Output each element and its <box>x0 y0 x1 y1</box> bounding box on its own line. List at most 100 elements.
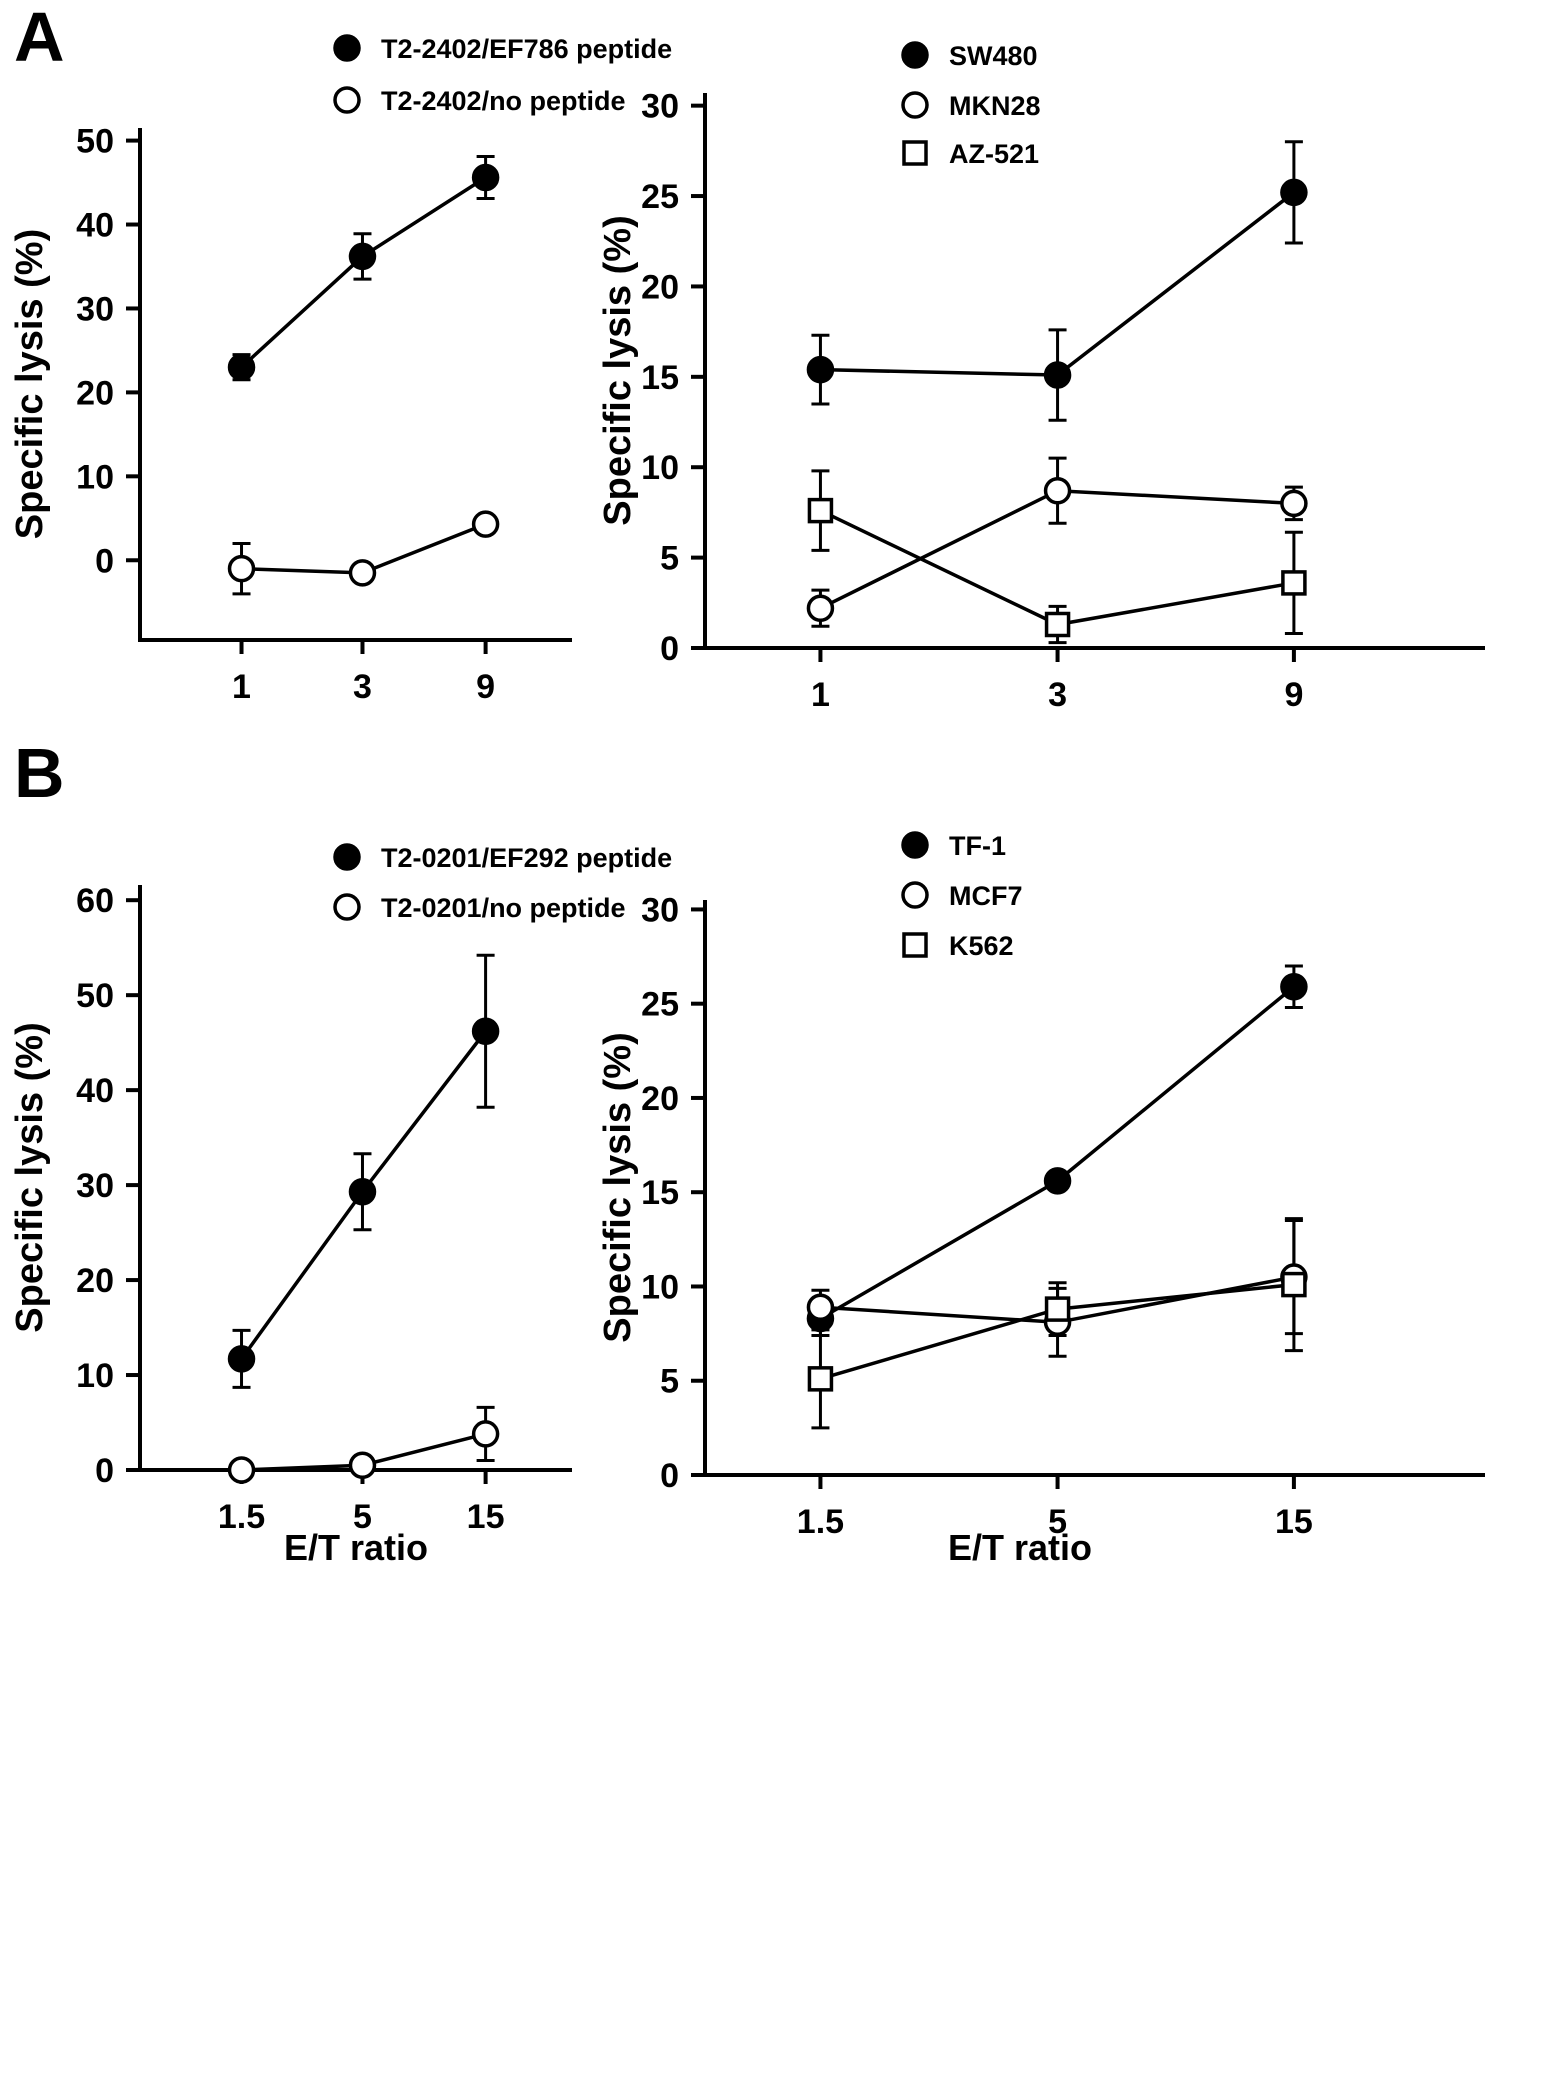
y-axis-title: Specific lysis (%) <box>600 1032 639 1342</box>
legend-marker-filled-circle <box>901 831 929 859</box>
y-tick-label: 20 <box>76 374 114 412</box>
legend-label: TF-1 <box>949 831 1006 861</box>
legend-marker-open-square <box>902 140 928 166</box>
legend-label: SW480 <box>949 41 1038 71</box>
legend-marker-open-circle <box>333 86 361 114</box>
y-axis-title: Specific lysis (%) <box>9 1022 51 1332</box>
y-tick-label: 5 <box>660 1363 679 1401</box>
legend-marker-open-square <box>902 932 928 958</box>
data-point-filled-circle <box>227 353 256 381</box>
x-tick-label: 15 <box>467 1498 505 1536</box>
x-tick-label: 1.5 <box>218 1498 265 1536</box>
data-point-filled-circle <box>1280 972 1308 1001</box>
y-tick-label: 15 <box>641 359 679 397</box>
chart-a-right: 0 5 10 15 20 25 30 1 3 9 Specific lysis (%) SW480 MK… <box>600 41 1485 714</box>
data-point-filled-circle <box>806 355 835 384</box>
y-tick-label: 5 <box>660 540 679 578</box>
legend-label: MKN28 <box>949 91 1041 121</box>
y-tick-label: 20 <box>641 1080 679 1118</box>
y-tick-label: 40 <box>76 207 114 245</box>
y-tick-label: 10 <box>76 1357 114 1395</box>
y-tick-label: 20 <box>76 1262 114 1300</box>
data-point-open-circle <box>806 594 835 622</box>
legend-marker-filled-circle <box>901 41 929 69</box>
data-point-open-circle <box>471 1420 500 1448</box>
chart-b-left: 0 10 20 30 40 50 60 1.5 5 15 Specific lysis (%) E/T… <box>9 843 672 1568</box>
data-point-open-circle <box>1280 489 1308 518</box>
data-point-open-circle <box>1043 476 1072 505</box>
y-axis-title: Specific lysis (%) <box>600 215 639 525</box>
legend-marker-open-circle <box>901 91 929 119</box>
y-tick-label: 0 <box>95 542 114 580</box>
y-tick-label: 25 <box>641 178 679 216</box>
series-line <box>819 985 1296 1321</box>
y-tick-label: 60 <box>76 882 114 920</box>
y-tick-label: 15 <box>641 1174 679 1212</box>
legend-marker-open-circle <box>333 893 361 921</box>
data-point-filled-circle <box>1043 1167 1072 1195</box>
y-tick-label: 30 <box>641 891 679 929</box>
legend-label: T2-0201/no peptide <box>381 893 626 923</box>
data-point-filled-circle <box>1280 178 1308 207</box>
data-point-open-circle <box>348 1451 377 1480</box>
y-tick-label: 10 <box>76 458 114 496</box>
data-point-filled-circle <box>471 1017 500 1045</box>
x-tick-label: 1.5 <box>797 1503 844 1541</box>
x-tick-label: 9 <box>476 668 495 706</box>
legend-marker-filled-circle <box>333 843 361 871</box>
y-tick-label: 30 <box>76 290 114 328</box>
data-point-open-circle <box>471 510 500 538</box>
panel-label-a: A <box>14 0 65 76</box>
x-tick-label: 5 <box>1048 1503 1067 1541</box>
legend-marker-open-circle <box>901 881 929 909</box>
y-tick-label: 30 <box>641 88 679 126</box>
panel-label-b: B <box>14 734 65 812</box>
y-axis-title: Specific lysis (%) <box>9 229 51 539</box>
y-tick-label: 10 <box>641 1268 679 1306</box>
x-tick-label: 9 <box>1284 676 1303 714</box>
legend-label: MCF7 <box>949 881 1023 911</box>
legend-label: T2-2402/EF786 peptide <box>381 34 672 64</box>
y-tick-label: 50 <box>76 123 114 161</box>
y-tick-label: 10 <box>641 449 679 487</box>
data-point-open-circle <box>227 554 256 583</box>
data-point-open-square <box>1044 1296 1071 1322</box>
x-tick-label: 15 <box>1275 1503 1313 1541</box>
x-tick-label: 3 <box>1048 676 1067 714</box>
data-point-open-circle <box>806 1293 835 1321</box>
x-tick-label: 5 <box>353 1498 372 1536</box>
data-point-open-square <box>807 497 834 524</box>
data-point-filled-circle <box>227 1345 256 1373</box>
data-point-open-square <box>1281 1271 1307 1298</box>
data-point-open-circle <box>348 559 377 587</box>
legend-label: AZ-521 <box>949 139 1039 169</box>
y-tick-label: 50 <box>76 977 114 1015</box>
data-point-filled-circle <box>348 1177 377 1206</box>
x-tick-label: 1 <box>811 676 830 714</box>
legend-marker-filled-circle <box>333 34 361 62</box>
y-tick-label: 30 <box>76 1167 114 1205</box>
y-tick-label: 0 <box>95 1452 114 1490</box>
y-tick-label: 0 <box>660 630 679 668</box>
data-point-filled-circle <box>348 242 377 271</box>
x-axis-title: E/T ratio <box>948 1527 1092 1568</box>
data-point-filled-circle <box>471 163 500 192</box>
y-tick-label: 40 <box>76 1072 114 1110</box>
x-axis-title: E/T ratio <box>284 1527 428 1568</box>
data-point-open-circle <box>227 1456 256 1484</box>
legend-label: T2-2402/no peptide <box>381 86 626 116</box>
legend-label: K562 <box>949 931 1014 961</box>
x-tick-label: 1 <box>232 668 251 706</box>
y-tick-label: 20 <box>641 268 679 306</box>
x-tick-label: 3 <box>353 668 372 706</box>
data-point-open-square <box>807 1366 834 1392</box>
legend-label: T2-0201/EF292 peptide <box>381 843 672 873</box>
data-point-filled-circle <box>1043 361 1072 389</box>
chart-a-left: 0 10 20 30 40 50 1 3 9 Specific lysis (%) T2-2402/… <box>9 34 672 706</box>
data-point-open-square <box>1281 570 1307 596</box>
y-tick-label: 0 <box>660 1457 679 1495</box>
y-tick-label: 25 <box>641 986 679 1024</box>
data-point-open-square <box>1044 611 1071 638</box>
